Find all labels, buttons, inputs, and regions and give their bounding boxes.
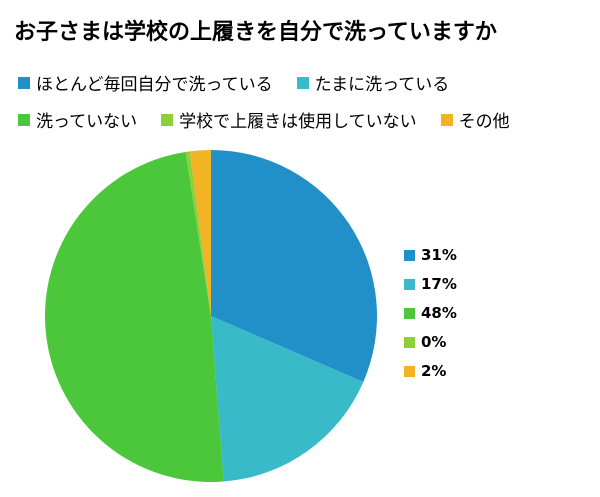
legend-swatch	[404, 365, 415, 377]
percent-item: 17%	[404, 275, 457, 293]
legend-swatch	[161, 113, 174, 126]
percent-item: 31%	[404, 246, 457, 264]
legend-swatch	[296, 76, 309, 89]
percent-label: 0%	[421, 333, 447, 351]
percent-legend: 31% 17% 48% 0% 2%	[404, 246, 457, 391]
pie-slice-not-washing	[45, 151, 224, 483]
category-legend: ほとんど毎回自分で洗っている たまに洗っている 洗っていない 学校で上履きは使用…	[18, 70, 593, 144]
legend-row-2: 洗っていない 学校で上履きは使用していない その他	[18, 107, 593, 132]
percent-item: 2%	[404, 362, 457, 380]
legend-swatch	[404, 278, 415, 290]
percent-label: 48%	[421, 304, 457, 322]
percent-label: 17%	[421, 275, 457, 293]
legend-label: ほとんど毎回自分で洗っている	[36, 75, 273, 95]
legend-swatch	[404, 307, 415, 319]
legend-label: その他	[458, 112, 510, 132]
legend-item-other: その他	[440, 107, 510, 132]
legend-swatch	[404, 336, 415, 348]
percent-label: 31%	[421, 246, 457, 264]
legend-item-mostly-self: ほとんど毎回自分で洗っている	[18, 70, 273, 95]
legend-item-not-used: 学校で上履きは使用していない	[161, 107, 417, 132]
legend-label: たまに洗っている	[314, 75, 450, 95]
legend-label: 学校で上履きは使用していない	[179, 112, 417, 132]
percent-item: 0%	[404, 333, 457, 351]
pie-slice-mostly-self	[211, 150, 377, 382]
legend-swatch	[440, 113, 453, 126]
legend-item-sometimes: たまに洗っている	[296, 70, 450, 95]
pie-slice-sometimes	[211, 316, 364, 482]
legend-swatch	[18, 76, 30, 89]
legend-swatch	[18, 113, 30, 126]
percent-label: 2%	[421, 362, 447, 380]
percent-item: 48%	[404, 304, 457, 322]
pie-slice-other	[189, 150, 211, 316]
legend-item-not-washing: 洗っていない	[18, 107, 137, 132]
chart-title: お子さまは学校の上履きを自分で洗っていますか	[14, 20, 497, 45]
pie-slice-not-used	[185, 151, 211, 316]
legend-row-1: ほとんど毎回自分で洗っている たまに洗っている	[18, 70, 593, 95]
legend-swatch	[404, 249, 415, 261]
legend-label: 洗っていない	[36, 112, 138, 132]
